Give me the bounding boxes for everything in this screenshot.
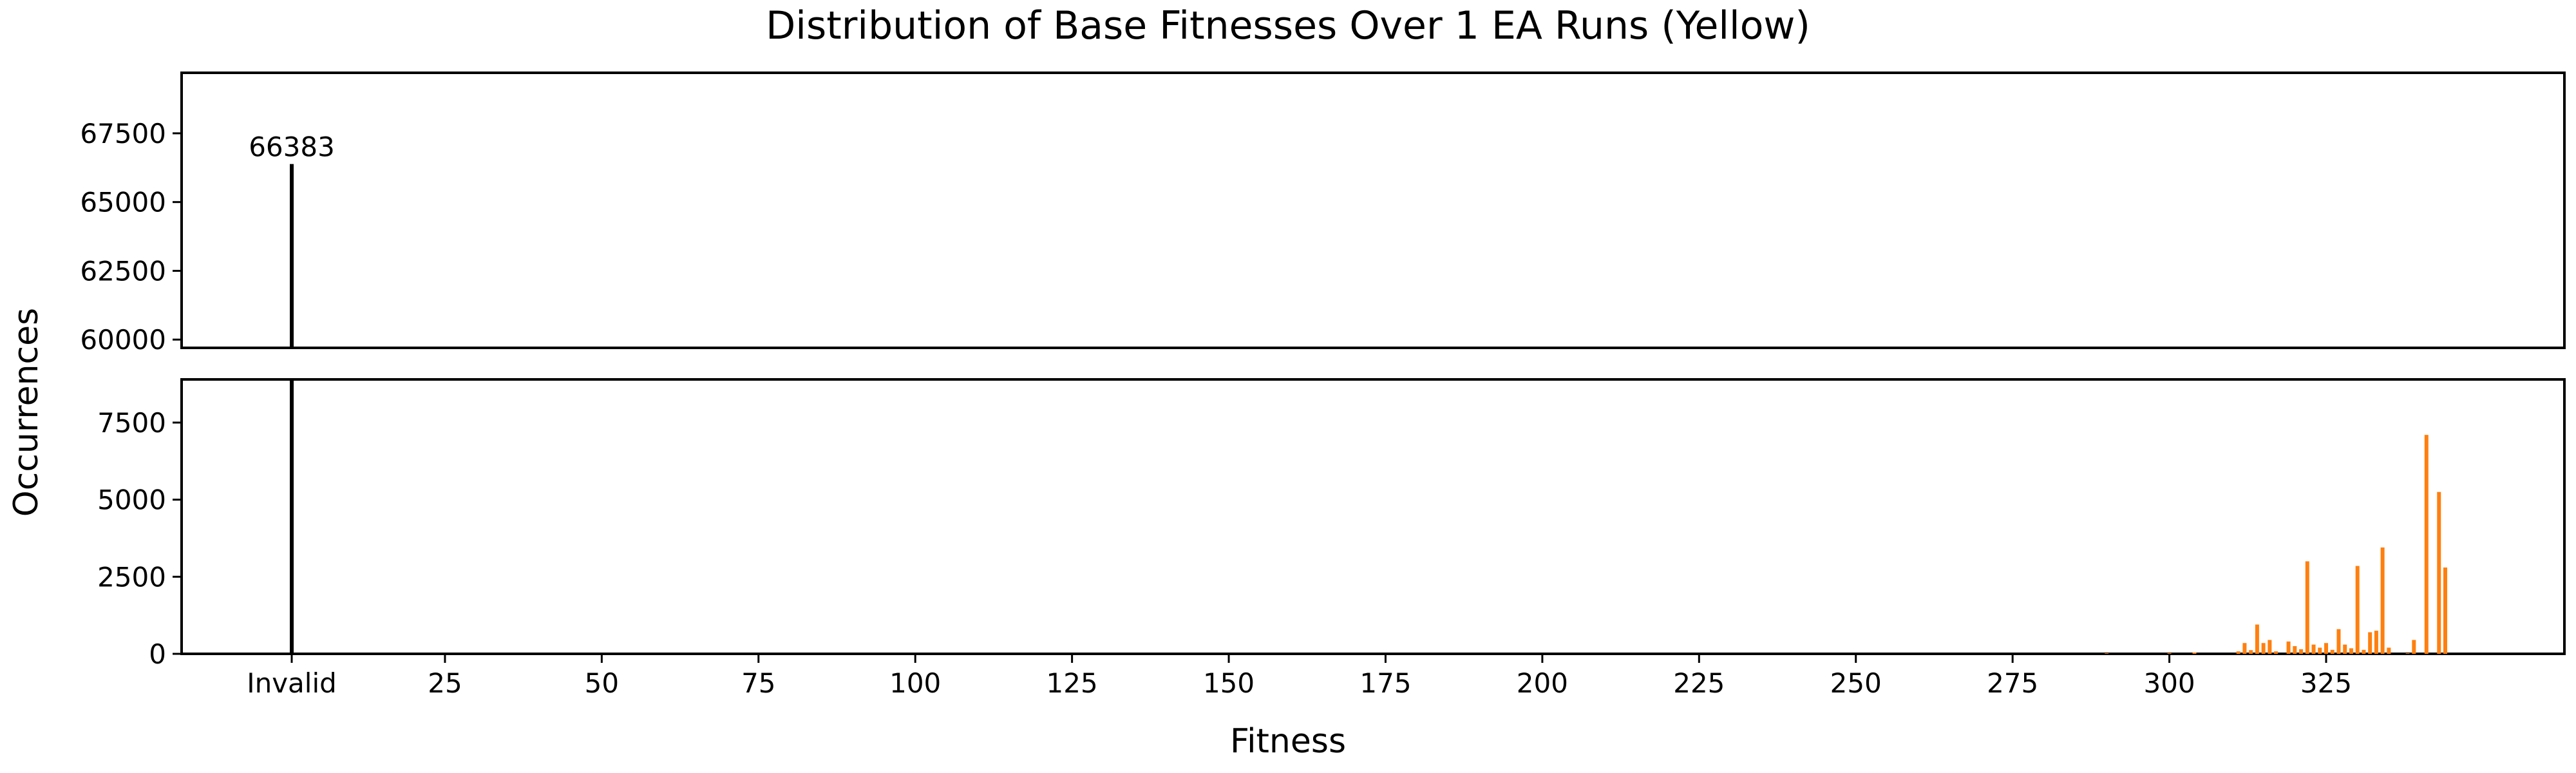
fitness-bar bbox=[2405, 653, 2410, 654]
fitness-bar bbox=[2318, 647, 2322, 654]
fitness-bar bbox=[2412, 640, 2416, 654]
x-tick-label: 125 bbox=[1046, 667, 1098, 699]
x-tick-label: 200 bbox=[1517, 667, 1568, 699]
fitness-bar bbox=[2105, 653, 2109, 654]
x-tick-label: 150 bbox=[1203, 667, 1255, 699]
lower-y-tick-label: 7500 bbox=[97, 407, 166, 439]
fitness-bar bbox=[2311, 644, 2316, 654]
fitness-bar bbox=[2380, 547, 2385, 654]
invalid-bar-data-label: 66383 bbox=[249, 131, 335, 163]
fitness-bar bbox=[2336, 629, 2341, 654]
lower-panel: 0 2500 5000 7500 bbox=[97, 378, 2566, 670]
fitness-bar bbox=[2368, 632, 2372, 654]
fitness-bar bbox=[2330, 649, 2334, 654]
fitness-bar bbox=[2192, 653, 2197, 654]
upper-y-tick-label: 60000 bbox=[80, 324, 166, 356]
lower-y-tick-label: 0 bbox=[149, 638, 166, 670]
plot-frame bbox=[180, 378, 2566, 655]
fitness-bar bbox=[2362, 649, 2366, 654]
chart-title: Distribution of Base Fitnesses Over 1 EA… bbox=[766, 3, 1810, 48]
fitness-bar bbox=[2324, 643, 2328, 654]
fitness-bar bbox=[2424, 435, 2429, 654]
x-tick-label: 100 bbox=[889, 667, 941, 699]
fitness-bar bbox=[2274, 651, 2278, 654]
upper-y-tick-label: 62500 bbox=[80, 255, 166, 287]
fitness-bar bbox=[2242, 643, 2247, 654]
upper-y-tick-label: 67500 bbox=[80, 118, 166, 149]
fitness-bar bbox=[2167, 653, 2172, 654]
fitness-bar bbox=[2343, 644, 2347, 654]
x-tick-label: 225 bbox=[1673, 667, 1725, 699]
x-axis-label: Fitness bbox=[1230, 722, 1346, 761]
fitness-bar bbox=[2349, 648, 2353, 654]
x-axis: 25 50 75 100 125 150 175 200 225 250 275 300 325 Inva… bbox=[247, 654, 2352, 699]
x-tick-label: 25 bbox=[428, 667, 462, 699]
lower-y-tick-label: 2500 bbox=[97, 561, 166, 593]
fitness-bar bbox=[2261, 643, 2266, 654]
upper-panel: 60000 62500 65000 67500 66383 bbox=[80, 72, 2566, 356]
x-tick-label-invalid: Invalid bbox=[247, 667, 337, 699]
fitness-bar bbox=[2286, 641, 2291, 654]
x-tick-label: 175 bbox=[1359, 667, 1411, 699]
fitness-bar bbox=[2355, 566, 2360, 654]
x-tick-label: 275 bbox=[1987, 667, 2038, 699]
x-tick-label: 325 bbox=[2300, 667, 2352, 699]
x-tick-label: 75 bbox=[741, 667, 775, 699]
invalid-bar-lower bbox=[290, 379, 294, 654]
fitness-bar bbox=[2249, 650, 2253, 654]
fitness-bar bbox=[2374, 631, 2378, 654]
plot-frame bbox=[180, 72, 2566, 349]
fitness-bar bbox=[2268, 640, 2272, 654]
fitness-bar bbox=[2387, 647, 2391, 654]
x-tick-label: 50 bbox=[585, 667, 619, 699]
lower-y-tick-label: 5000 bbox=[97, 484, 166, 516]
x-tick-label: 300 bbox=[2143, 667, 2195, 699]
fitness-bar bbox=[2255, 624, 2259, 654]
invalid-bar-upper bbox=[290, 164, 294, 348]
upper-y-tick-label: 65000 bbox=[80, 187, 166, 218]
fitness-bar bbox=[2443, 567, 2447, 654]
fitness-bar bbox=[2437, 491, 2441, 654]
y-axis-label: Occurrences bbox=[7, 308, 46, 517]
fitness-bar bbox=[2293, 646, 2297, 654]
fitness-bar bbox=[2305, 561, 2309, 654]
fitness-bar bbox=[2299, 649, 2304, 654]
fitness-bar bbox=[2236, 651, 2240, 654]
x-tick-label: 250 bbox=[1830, 667, 1882, 699]
